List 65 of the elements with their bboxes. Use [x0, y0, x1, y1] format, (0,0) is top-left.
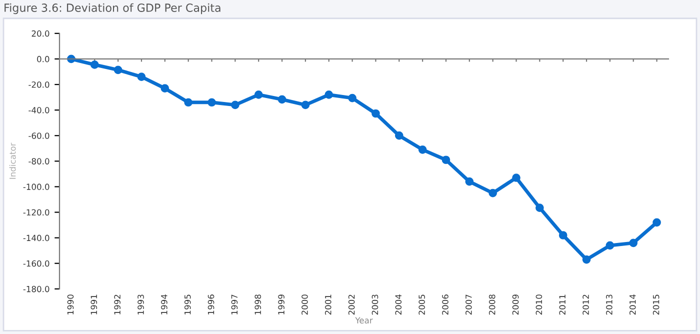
point: [114, 66, 122, 74]
y-tick-label: -80.0: [28, 158, 50, 164]
y-tick-label: -120.0: [23, 209, 50, 216]
point: [254, 90, 263, 99]
point: [160, 84, 170, 92]
point: [372, 109, 380, 118]
x-tick-label: 2005: [418, 294, 425, 315]
x-tick-label: 1993: [138, 294, 144, 314]
point: [90, 60, 99, 69]
point: [324, 90, 334, 99]
x-axis-title: Year: [355, 317, 373, 324]
x-tick-label: 2014: [629, 294, 636, 315]
point: [231, 100, 240, 110]
x-tick-label: 1996: [208, 294, 214, 314]
x-tick-label: 2007: [466, 294, 472, 315]
point: [629, 238, 638, 248]
y-tick-label: -40.0: [28, 107, 50, 114]
x-tick-label: 1994: [161, 294, 168, 314]
x-tick-label: 2015: [652, 294, 660, 315]
point: [512, 174, 520, 182]
point: [558, 231, 568, 240]
y-tick-label: -160.0: [23, 260, 50, 267]
x-tick-label: 1990: [67, 294, 74, 314]
x-tick-label: 2013: [606, 294, 612, 315]
point: [184, 98, 192, 107]
y-axis-title: Indicator: [9, 142, 16, 179]
point: [394, 131, 404, 140]
y-tick-label: 20.0: [32, 30, 50, 37]
x-tick-label: 2006: [442, 294, 448, 315]
x-tick-label: 2012: [582, 294, 589, 315]
x-tick-label: 2002: [348, 294, 355, 315]
x-tick-label: 2003: [372, 294, 378, 315]
point: [301, 100, 310, 110]
x-tick-label: 2000: [302, 294, 308, 315]
point: [582, 255, 591, 264]
x-tick-label: 2008: [488, 294, 496, 315]
x-tick-label: 1991: [90, 294, 98, 314]
point: [442, 156, 450, 164]
point: [348, 94, 356, 102]
y-tick-label: -20.0: [28, 81, 50, 88]
point: [208, 98, 216, 107]
x-tick-label: 1997: [231, 294, 238, 314]
y-tick-label: -60.0: [28, 132, 50, 139]
x-tick-label: 2011: [559, 294, 566, 315]
x-tick-label: 2001: [324, 294, 332, 315]
x-tick-label: 1995: [184, 294, 191, 314]
point: [465, 177, 474, 186]
point: [606, 241, 614, 250]
point: [278, 95, 286, 104]
x-tick-label: 1999: [278, 294, 284, 314]
y-tick-label: 0.0: [37, 56, 50, 62]
y-tick-label: -140.0: [23, 234, 50, 242]
point: [137, 72, 146, 82]
point: [536, 204, 544, 212]
point: [652, 218, 661, 227]
x-tick-label: 1992: [114, 294, 120, 314]
chart-title: Figure 3.6: Deviation of GDP Per Capita: [4, 3, 220, 14]
x-tick-label: 2009: [512, 294, 519, 315]
y-tick-label: -100.0: [23, 184, 50, 190]
point: [418, 145, 427, 154]
y-tick-label: -180.0: [23, 286, 50, 292]
x-tick-label: 2010: [536, 294, 542, 315]
point: [488, 188, 497, 198]
x-tick-label: 1998: [254, 294, 262, 314]
x-tick-label: 2004: [395, 294, 402, 315]
